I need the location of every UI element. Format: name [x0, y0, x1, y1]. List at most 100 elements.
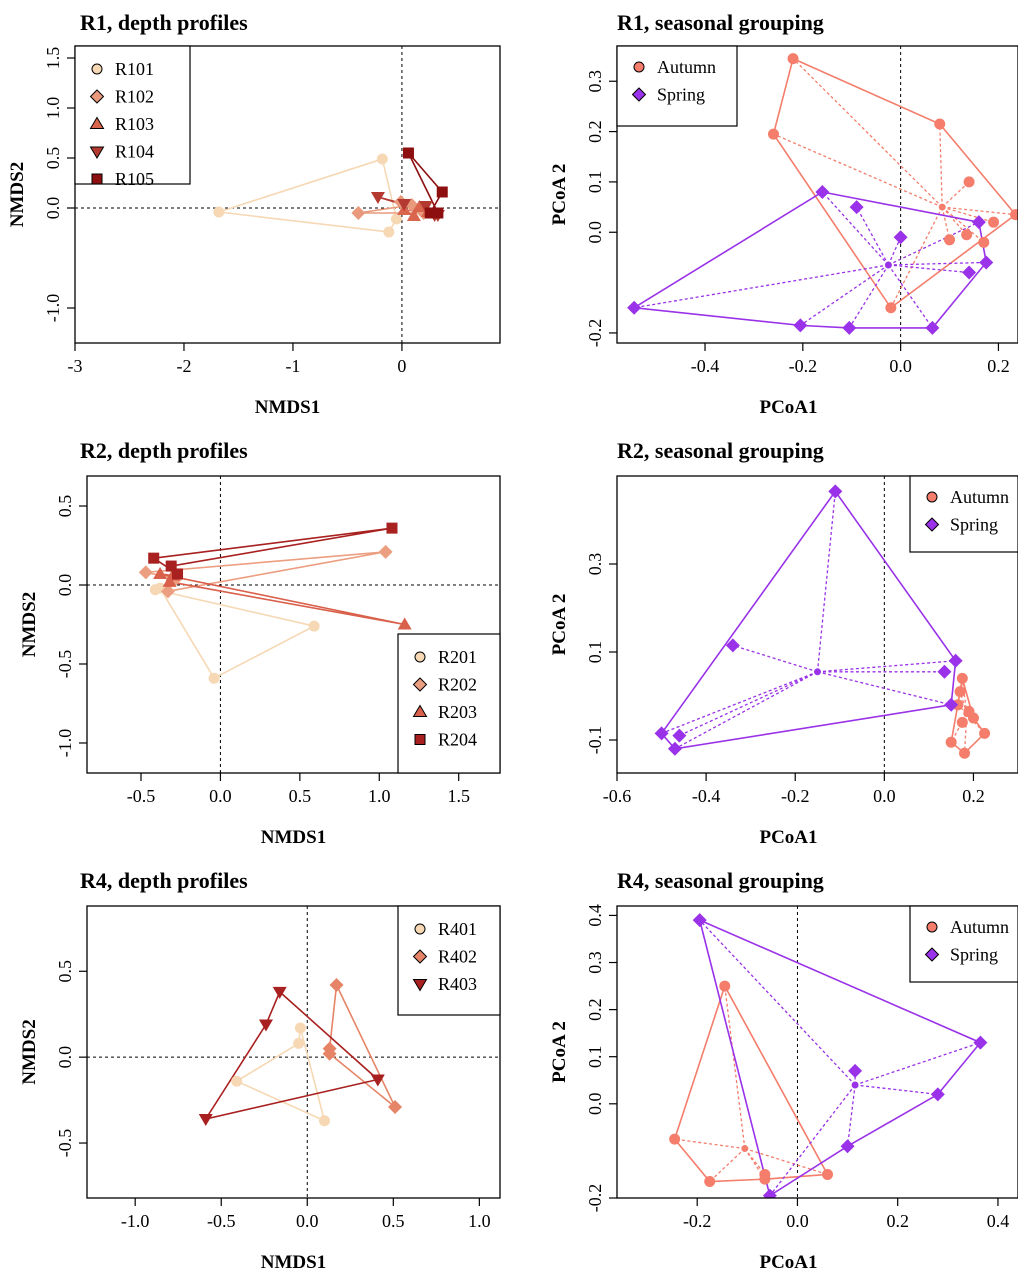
plot-frame [86, 905, 501, 1199]
data-point [944, 234, 956, 246]
y-tick-label: -1.0 [55, 729, 75, 758]
data-point [937, 664, 952, 679]
y-axis-label: NMDS2 [7, 162, 28, 227]
x-tick-label: -1 [285, 356, 300, 376]
data-point [963, 176, 975, 188]
data-point [208, 672, 220, 684]
legend-marker [926, 921, 938, 933]
y-tick-label: 0.0 [585, 221, 605, 244]
data-point [822, 1168, 834, 1180]
x-tick-label: 0.0 [209, 786, 232, 806]
panel-title: R1, depth profiles [80, 10, 248, 35]
data-point [962, 265, 977, 280]
plot-area [87, 906, 500, 1198]
legend-label: R204 [438, 730, 477, 750]
panel-title: R4, seasonal grouping [617, 868, 824, 893]
y-tick-label: 0.0 [55, 574, 75, 597]
spider-line [679, 671, 818, 737]
x-axis-label: PCoA1 [759, 397, 817, 418]
data-point [293, 1037, 305, 1049]
data-point [672, 728, 687, 743]
data-point [397, 617, 412, 630]
x-tick-label: -0.2 [781, 786, 810, 806]
data-point [294, 1022, 306, 1034]
x-tick-label: -0.4 [692, 786, 721, 806]
data-point [383, 226, 395, 238]
data-point [161, 584, 176, 599]
data-point [725, 638, 740, 653]
x-axis-label: PCoA1 [759, 827, 817, 848]
x-tick-label: 0.2 [987, 356, 1010, 376]
y-tick-label: -0.5 [55, 650, 75, 679]
data-point [925, 320, 940, 335]
spider-line [888, 264, 970, 274]
panel-title: R4, depth profiles [80, 868, 248, 893]
data-point [432, 207, 444, 219]
data-point [165, 560, 177, 572]
group-hull [772, 57, 1017, 309]
data-point [793, 318, 808, 333]
legend-marker [414, 923, 426, 935]
x-tick-label: 1.0 [468, 1211, 491, 1231]
spider-line [942, 206, 1016, 216]
y-tick-label: 0.0 [55, 1046, 75, 1069]
legend-marker [631, 87, 647, 102]
spider-line [709, 1148, 746, 1182]
spider-line [817, 660, 956, 673]
group-centroid [814, 668, 821, 676]
y-axis-label: PCoA 2 [549, 164, 570, 226]
legend-marker [89, 146, 105, 159]
panel-r4-seasonal-grouping: R4, seasonal grouping PCoA1 PCoA 2 -0.2 0.0 0… [549, 868, 1018, 1273]
x-axis-label: PCoA1 [759, 1252, 817, 1272]
legend-label: Autumn [950, 487, 1009, 507]
data-point [412, 200, 427, 212]
y-tick-label: 0.0 [43, 197, 63, 220]
legend-marker [412, 949, 428, 964]
data-point [322, 1041, 337, 1056]
x-tick-label: 0.5 [289, 786, 312, 806]
legend-marker [91, 173, 103, 185]
legend: R401 R402 R403 [397, 905, 501, 1016]
plot-frame [74, 45, 501, 344]
legend-marker [924, 517, 940, 532]
y-tick-label: -0.5 [55, 1129, 75, 1158]
y-tick-label: 0.1 [585, 171, 605, 194]
plot-frame [616, 905, 1018, 1199]
x-tick-label: 0.5 [382, 1211, 405, 1231]
legend: R101 R102 R103 R104 R105 [74, 45, 191, 189]
plot-frame [616, 45, 1018, 344]
spider-line [817, 671, 952, 706]
spider-line [744, 1147, 828, 1176]
legend-label: R202 [438, 675, 477, 695]
plot-area [654, 476, 991, 773]
y-tick-label: 0.3 [585, 951, 605, 974]
plot-frame [616, 475, 1018, 774]
spider-line [856, 206, 889, 266]
panel-r2-depth-profiles: R2, depth profiles NMDS1 NMDS2 -0.5 0.0 0.5 1.… [19, 438, 501, 848]
y-tick-label: 0.2 [585, 120, 605, 143]
legend-label: R201 [438, 647, 477, 667]
spider-line [816, 491, 836, 672]
legend-label: Autumn [950, 917, 1009, 937]
group-centroid [851, 1081, 859, 1089]
data-point [172, 568, 184, 580]
x-tick-label: -0.4 [691, 356, 720, 376]
data-point [692, 913, 707, 928]
data-point [370, 192, 385, 204]
data-point [272, 986, 287, 999]
data-point [971, 215, 986, 230]
spider-line [699, 919, 856, 1086]
data-point [308, 620, 320, 632]
spider-line [848, 264, 889, 329]
spider-line [887, 264, 933, 329]
x-axis-label: NMDS1 [261, 1252, 326, 1272]
legend-box [397, 905, 501, 1016]
legend: R201 R202 R203 R204 [397, 633, 501, 774]
data-point [1010, 209, 1018, 221]
legend-marker [414, 651, 426, 663]
legend-label: R102 [115, 87, 154, 107]
data-point [959, 747, 971, 759]
legend-label: R402 [438, 947, 477, 967]
series-outline [218, 157, 398, 233]
